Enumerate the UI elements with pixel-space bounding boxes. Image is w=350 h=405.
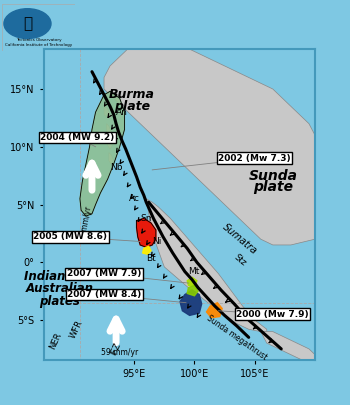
Text: An: An	[116, 108, 128, 117]
Text: NER: NER	[48, 331, 64, 351]
Text: Nb: Nb	[110, 163, 122, 172]
Text: Bt: Bt	[146, 254, 156, 263]
Text: Ac: Ac	[130, 194, 140, 203]
Text: 53 mm/yr: 53 mm/yr	[78, 206, 93, 245]
Polygon shape	[136, 218, 156, 247]
Text: Sumatra: Sumatra	[221, 222, 259, 256]
Text: 2007 (MW 7.9): 2007 (MW 7.9)	[67, 269, 141, 278]
Text: 2005 (MW 8.6): 2005 (MW 8.6)	[33, 232, 107, 241]
Text: 59 mm/yr: 59 mm/yr	[101, 348, 138, 357]
Text: plate: plate	[114, 100, 150, 113]
Text: WFR: WFR	[68, 319, 84, 340]
Text: Sunda megathrust: Sunda megathrust	[205, 313, 268, 362]
Polygon shape	[180, 290, 202, 315]
Text: plates: plates	[39, 295, 80, 308]
Text: Burma: Burma	[109, 88, 155, 101]
Text: Mt: Mt	[188, 267, 200, 276]
Polygon shape	[104, 107, 110, 118]
Polygon shape	[142, 246, 151, 254]
Polygon shape	[106, 124, 111, 135]
Polygon shape	[206, 303, 222, 318]
Text: IFZ: IFZ	[109, 341, 123, 357]
Circle shape	[4, 9, 51, 38]
Text: Ni: Ni	[152, 237, 162, 246]
Polygon shape	[187, 286, 198, 296]
Text: Stz: Stz	[232, 252, 248, 268]
Text: 2004 (MW 9.2): 2004 (MW 9.2)	[40, 133, 115, 142]
Polygon shape	[261, 332, 315, 360]
Polygon shape	[146, 199, 267, 332]
Polygon shape	[108, 138, 112, 149]
Text: 🌍: 🌍	[23, 16, 32, 31]
Text: Australian: Australian	[26, 282, 93, 295]
Polygon shape	[187, 277, 197, 286]
Text: Indian and: Indian and	[25, 270, 94, 283]
Polygon shape	[109, 153, 114, 164]
Polygon shape	[80, 92, 125, 216]
Text: Sunda: Sunda	[248, 168, 297, 183]
Polygon shape	[104, 49, 315, 245]
Text: Sm: Sm	[140, 214, 155, 223]
Text: Tectonics Observatory
California Institute of Technology: Tectonics Observatory California Institu…	[5, 38, 72, 47]
Text: 2007 (MW 8.4): 2007 (MW 8.4)	[67, 290, 141, 299]
Text: 2002 (Mw 7.3): 2002 (Mw 7.3)	[218, 154, 291, 163]
Text: 2000 (Mw 7.9): 2000 (Mw 7.9)	[237, 310, 309, 319]
Text: plate: plate	[253, 180, 293, 194]
